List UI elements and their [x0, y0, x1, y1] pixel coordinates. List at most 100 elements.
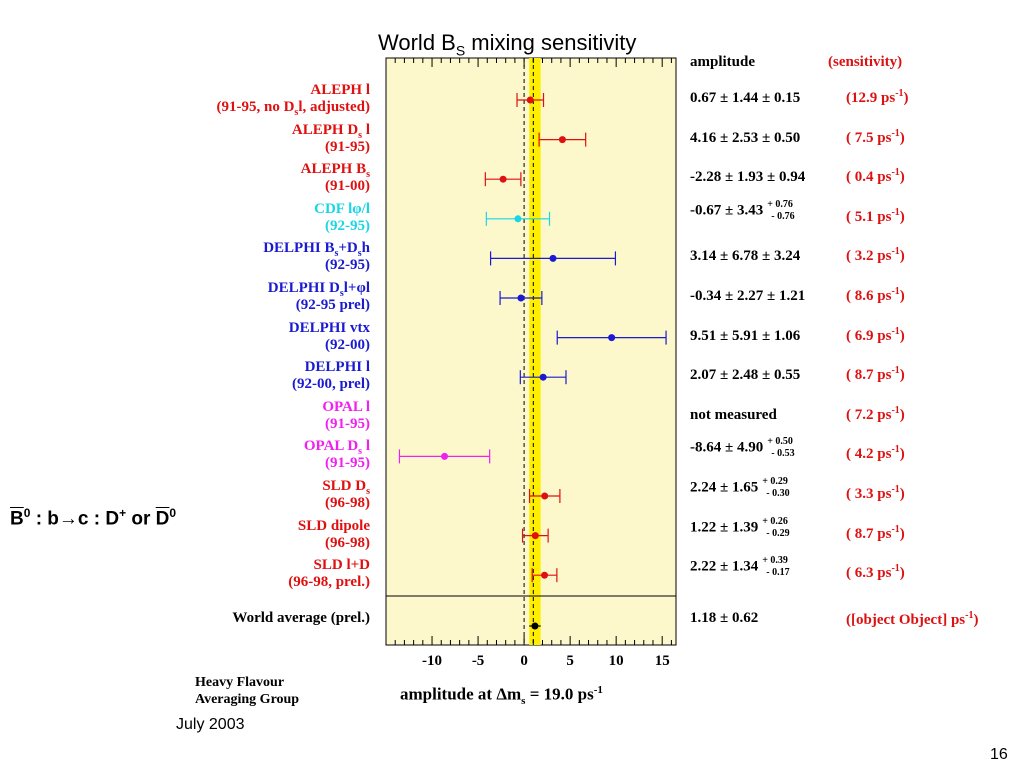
x-tick-label: 15 — [655, 653, 670, 669]
sensitivity-value-8-close: ) — [899, 406, 905, 423]
amplitude-value-8: not measured — [690, 407, 777, 424]
decay-dplus-sup: + — [119, 506, 127, 520]
x-axis-title-rest: = 19.0 ps — [525, 684, 594, 704]
sensitivity-value-12-sup: -1 — [891, 563, 900, 575]
experiment-period-text: (91-95) — [325, 415, 370, 432]
x-axis-title-sup: -1 — [593, 684, 603, 696]
amplitude-value-11-text: 1.22 ± 1.39 — [690, 519, 759, 536]
world-average-amplitude: 1.18 ± 0.62 — [690, 610, 758, 627]
decay-b0-sup: 0 — [23, 506, 31, 520]
sensitivity-value-5-sup: -1 — [891, 286, 900, 297]
sensitivity-value-9: ( 4.2 ps-1) — [846, 444, 905, 463]
experiment-name-text: SLD dipole — [297, 517, 370, 534]
experiment-period-rest: l, adjusted) — [298, 99, 370, 115]
world-average-label: World average (prel.) — [232, 610, 370, 627]
decay-middle: : b→c : D — [30, 508, 120, 530]
experiment-period-4: (92-95) — [325, 257, 370, 274]
sensitivity-value-2-sup: -1 — [891, 167, 900, 179]
experiment-name-text: SLD l+D — [313, 557, 370, 574]
experiment-name-text: CDF lφ/l — [314, 200, 370, 217]
experiment-name-5: DELPHI Dsl+φl — [268, 280, 370, 302]
amplitude-value-9: -8.64 ± 4.90 + 0.50- 0.53 — [690, 436, 795, 460]
title-subscript: S — [455, 42, 466, 59]
sensitivity-value-8: ( 7.2 ps-1) — [846, 405, 905, 424]
experiment-name-10: SLD Ds — [322, 478, 370, 500]
sensitivity-value-4: ( 3.2 ps-1) — [846, 246, 905, 265]
sensitivity-value-7-close: ) — [899, 367, 905, 384]
amplitude-value-12-asym: + 0.39- 0.17 — [762, 555, 789, 579]
world-average-sensitivity: ([object Object] ps-1) — [846, 610, 978, 629]
experiment-period-text: (96-98, prel.) — [288, 574, 370, 591]
sensitivity-value-6-close: ) — [899, 327, 905, 344]
amplitude-value-5-text: -0.34 ± 2.27 ± 1.21 — [690, 288, 806, 304]
experiment-period-text: (92-95) — [325, 257, 370, 274]
data-point-6 — [608, 334, 616, 342]
experiment-name-rest2: h — [361, 240, 370, 257]
amplitude-value-3-text: -0.67 ± 3.43 — [690, 202, 764, 219]
amplitude-value-9-text: -8.64 ± 4.90 — [690, 439, 764, 456]
experiment-period-2: (91-00) — [325, 178, 370, 195]
sensitivity-value-9-sup: -1 — [891, 444, 900, 456]
experiment-name-9: OPAL Ds l — [304, 438, 370, 460]
experiment-name-sub2: s — [357, 248, 362, 260]
decay-d0: D — [155, 508, 170, 530]
sensitivity-value-5: ( 8.6 ps-1) — [846, 286, 905, 305]
experiment-name-6: DELPHI vtx — [289, 320, 370, 337]
world-average-sensitivity-close: ) — [973, 612, 979, 628]
amplitude-value-5: -0.34 ± 2.27 ± 1.21 — [690, 288, 805, 305]
sensitivity-value-1: ( 7.5 ps-1) — [846, 128, 905, 147]
amplitude-value-3: -0.67 ± 3.43 + 0.76- 0.76 — [690, 199, 795, 223]
data-point-4 — [549, 254, 557, 262]
sensitivity-value-2-close: ) — [899, 169, 905, 186]
sensitivity-value-7-sup: -1 — [891, 365, 900, 377]
amplitude-value-2: -2.28 ± 1.93 ± 0.94 — [690, 169, 805, 186]
amplitude-value-10-text: 2.24 ± 1.65 — [690, 479, 759, 496]
sensitivity-value-2-value: ( 0.4 ps — [846, 169, 892, 186]
data-point-3 — [514, 215, 522, 223]
experiment-name-0: ALEPH l — [310, 82, 370, 99]
sensitivity-value-12: ( 6.3 ps-1) — [846, 563, 905, 582]
asym-down: - 0.29 — [766, 527, 790, 539]
experiment-name-8: OPAL l — [322, 399, 370, 416]
amplitude-value-8-text: not measured — [690, 406, 777, 423]
experiment-name-sub: s — [358, 446, 363, 458]
x-tick-label: 0 — [520, 653, 528, 669]
x-axis-title-sub: s — [521, 695, 526, 708]
x-tick-label: 10 — [609, 653, 624, 669]
experiment-period-text: (92-00) — [325, 336, 370, 353]
experiment-name-2: ALEPH Bs — [301, 161, 370, 183]
world-average-band — [529, 58, 541, 645]
experiment-period-11: (96-98) — [325, 535, 370, 552]
sensitivity-value-3: ( 5.1 ps-1) — [846, 207, 905, 226]
data-point-2 — [499, 175, 507, 183]
sensitivity-value-1-sup: -1 — [891, 127, 900, 139]
experiment-name-sub: s — [339, 288, 344, 299]
sensitivity-value-9-value: ( 4.2 ps — [846, 446, 892, 463]
date-label: July 2003 — [176, 716, 245, 733]
sensitivity-value-4-value: ( 3.2 ps — [846, 248, 892, 265]
experiment-name-sub: s — [334, 248, 339, 260]
amplitude-value-0: 0.67 ± 1.44 ± 0.15 — [690, 90, 800, 107]
amplitude-value-11-asym: + 0.26- 0.29 — [762, 516, 789, 540]
asym-up: + 0.76 — [767, 198, 793, 210]
hfag-line2: Averaging Group — [195, 692, 300, 707]
amplitude-value-10: 2.24 ± 1.65 + 0.29- 0.30 — [690, 476, 790, 500]
sensitivity-value-10-value: ( 3.3 ps — [846, 486, 892, 502]
amplitude-value-6: 9.51 ± 5.91 ± 1.06 — [690, 328, 800, 345]
world-average-amplitude-text: 1.18 ± 0.62 — [690, 610, 759, 626]
experiment-name-text: ALEPH B — [300, 161, 367, 178]
asym-up: + 0.39 — [762, 555, 788, 567]
experiment-period-10: (96-98) — [325, 495, 370, 512]
experiment-name-text: OPAL l — [322, 398, 370, 415]
experiment-name-3: CDF lφ/l — [314, 201, 370, 218]
asym-down: - 0.17 — [766, 567, 790, 579]
sensitivity-value-3-sup: -1 — [891, 206, 900, 218]
decay-b0: B — [10, 508, 24, 530]
experiment-name-rest: l — [362, 121, 370, 138]
experiment-period-3: (92-95) — [325, 218, 370, 235]
experiment-period-text: (91-95) — [325, 138, 370, 155]
sensitivity-value-11: ( 8.7 ps-1) — [846, 524, 905, 543]
amplitude-value-1-text: 4.16 ± 2.53 ± 0.50 — [690, 129, 801, 146]
asym-up: + 0.26 — [762, 515, 788, 527]
experiment-name-sub: s — [366, 169, 370, 181]
